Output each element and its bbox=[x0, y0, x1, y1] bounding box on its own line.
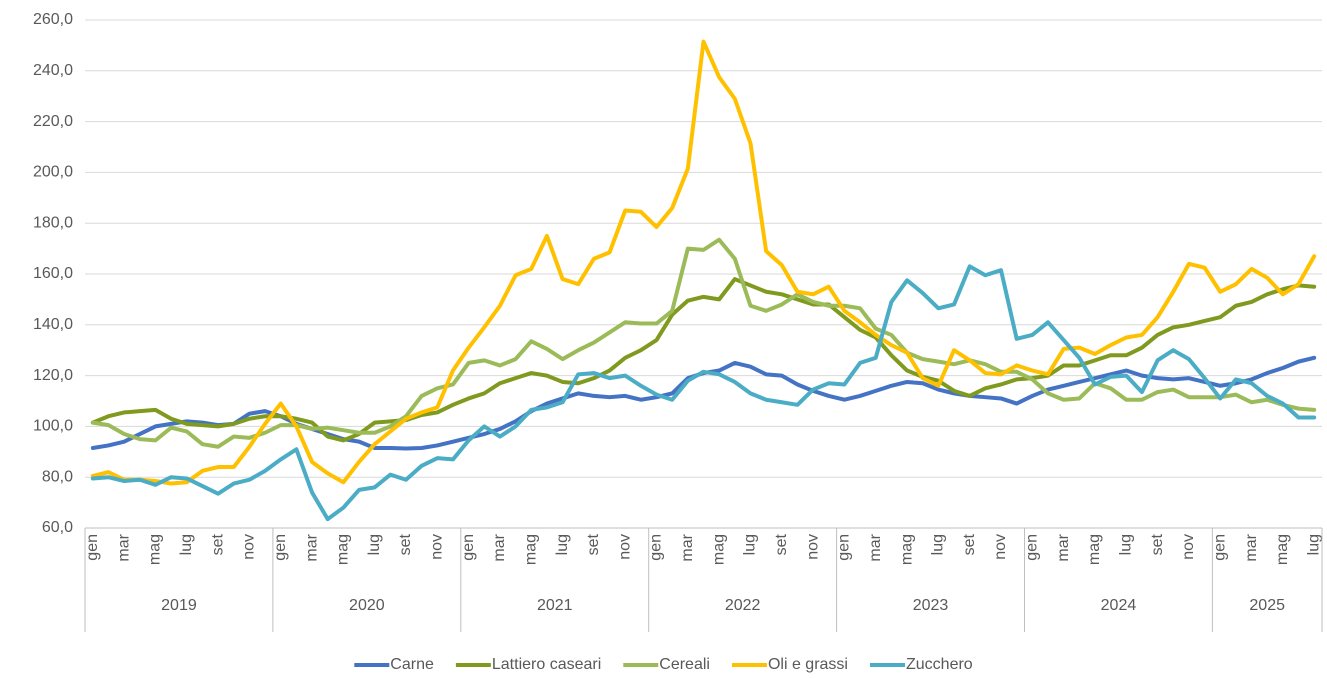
series-line bbox=[90, 264, 1317, 522]
x-tick-label: nov bbox=[429, 534, 446, 560]
legend-label: Zucchero bbox=[906, 656, 973, 673]
legend-label: Lattiero caseari bbox=[492, 656, 601, 673]
y-tick-label: 160,0 bbox=[33, 265, 73, 282]
x-tick-label: nov bbox=[241, 534, 258, 560]
x-tick-label: lug bbox=[930, 534, 947, 555]
y-tick-label: 220,0 bbox=[33, 113, 73, 130]
x-tick-label: lug bbox=[178, 534, 195, 555]
y-tick-label: 80,0 bbox=[42, 468, 73, 485]
x-tick-label: lug bbox=[366, 534, 383, 555]
x-tick-label: mar bbox=[679, 533, 696, 561]
x-tick-label: gen bbox=[460, 534, 477, 561]
y-tick-label: 240,0 bbox=[33, 62, 73, 79]
year-label: 2023 bbox=[913, 597, 949, 614]
x-tick-label: mag bbox=[1274, 534, 1291, 565]
legend-label: Cereali bbox=[659, 656, 710, 673]
x-tick-label: mag bbox=[522, 534, 539, 565]
x-tick-label: mar bbox=[1243, 533, 1260, 561]
x-tick-label: gen bbox=[272, 534, 289, 561]
x-tick-label: gen bbox=[648, 534, 665, 561]
x-tick-label: set bbox=[1149, 533, 1166, 555]
x-tick-label: mar bbox=[867, 533, 884, 561]
x-tick-label: nov bbox=[1180, 534, 1197, 560]
year-label: 2021 bbox=[537, 597, 573, 614]
y-tick-label: 140,0 bbox=[33, 316, 73, 333]
x-tick-label: mar bbox=[115, 533, 132, 561]
x-tick-label: mar bbox=[303, 533, 320, 561]
y-tick-label: 120,0 bbox=[33, 367, 73, 384]
x-tick-label: mag bbox=[147, 534, 164, 565]
y-tick-label: 100,0 bbox=[33, 418, 73, 435]
x-tick-label: mag bbox=[335, 534, 352, 565]
x-tick-label: set bbox=[397, 533, 414, 555]
y-tick-label: 180,0 bbox=[33, 214, 73, 231]
year-label: 2024 bbox=[1101, 597, 1137, 614]
x-tick-label: nov bbox=[804, 534, 821, 560]
x-tick-label: gen bbox=[84, 534, 101, 561]
legend-label: Carne bbox=[390, 656, 434, 673]
year-label: 2022 bbox=[725, 597, 761, 614]
legend-label: Oli e grassi bbox=[768, 656, 848, 673]
x-tick-label: gen bbox=[1211, 534, 1228, 561]
x-tick-label: gen bbox=[1024, 534, 1041, 561]
x-tick-label: set bbox=[585, 533, 602, 555]
x-tick-label: lug bbox=[1117, 534, 1134, 555]
x-tick-label: mar bbox=[1055, 533, 1072, 561]
year-label: 2020 bbox=[349, 597, 385, 614]
x-tick-label: set bbox=[961, 533, 978, 555]
series-line bbox=[90, 277, 1317, 443]
x-tick-label: nov bbox=[992, 534, 1009, 560]
x-tick-label: lug bbox=[554, 534, 571, 555]
x-tick-label: mag bbox=[898, 534, 915, 565]
x-tick-label: mar bbox=[491, 533, 508, 561]
legend: Carne Lattiero caseari Cereali Oli e grassi… bbox=[354, 656, 973, 673]
series-line bbox=[90, 39, 1317, 486]
x-tick-label: lug bbox=[1305, 534, 1322, 555]
x-tick-label: mag bbox=[1086, 534, 1103, 565]
y-tick-label: 60,0 bbox=[42, 519, 73, 536]
y-tick-label: 260,0 bbox=[33, 11, 73, 28]
y-tick-label: 200,0 bbox=[33, 164, 73, 181]
x-tick-label: set bbox=[773, 533, 790, 555]
year-label: 2025 bbox=[1249, 597, 1285, 614]
x-tick-label: mag bbox=[710, 534, 727, 565]
x-tick-label: lug bbox=[742, 534, 759, 555]
x-tick-label: gen bbox=[836, 534, 853, 561]
x-tick-label: set bbox=[209, 533, 226, 555]
year-label: 2019 bbox=[161, 597, 197, 614]
x-tick-label: nov bbox=[616, 534, 633, 560]
